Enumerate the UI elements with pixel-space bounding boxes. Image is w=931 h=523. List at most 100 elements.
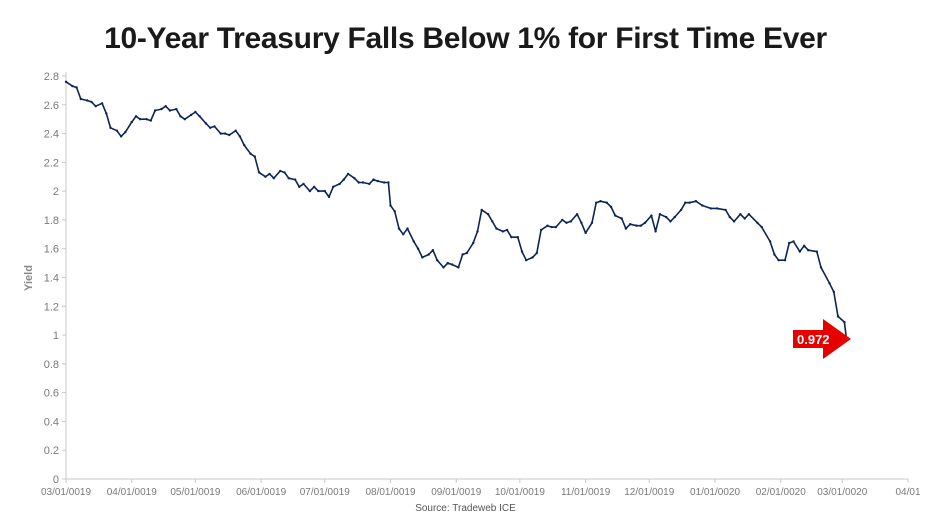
data-point xyxy=(119,135,123,138)
data-point xyxy=(783,259,787,262)
data-point xyxy=(189,113,193,117)
data-point xyxy=(393,210,396,213)
data-point xyxy=(461,253,464,256)
data-point xyxy=(115,129,119,132)
x-tick-label: 02/01/0020 xyxy=(756,487,806,498)
data-point xyxy=(495,227,498,230)
y-tick-label: 1.2 xyxy=(44,301,59,313)
data-point xyxy=(234,129,237,132)
data-point xyxy=(109,126,112,129)
y-tick-label: 1.4 xyxy=(44,273,59,285)
data-point xyxy=(635,224,638,227)
data-point xyxy=(650,214,653,217)
x-tick-label: 11/01/0019 xyxy=(561,487,611,498)
data-point xyxy=(139,118,142,121)
y-tick-label: 2.4 xyxy=(44,129,59,141)
data-point xyxy=(595,201,598,204)
data-point xyxy=(614,214,617,217)
data-point xyxy=(372,178,375,181)
data-point xyxy=(219,132,222,135)
data-point xyxy=(342,178,345,181)
data-point xyxy=(565,221,568,224)
data-point xyxy=(732,220,736,223)
data-point xyxy=(75,86,78,89)
data-point xyxy=(238,135,242,138)
data-point xyxy=(64,80,68,84)
data-point xyxy=(279,169,282,173)
data-point xyxy=(357,181,360,184)
data-point xyxy=(268,172,271,176)
data-point xyxy=(79,97,83,101)
data-point xyxy=(715,207,719,210)
data-point xyxy=(643,221,647,224)
data-point xyxy=(168,109,172,112)
x-tick-label: 07/01/0019 xyxy=(300,487,350,498)
data-point xyxy=(249,152,252,155)
data-point xyxy=(836,315,840,318)
data-point xyxy=(302,182,305,186)
data-point xyxy=(629,223,632,226)
data-point xyxy=(501,230,505,233)
data-point xyxy=(90,100,93,104)
data-point xyxy=(198,115,201,118)
data-point xyxy=(832,290,835,294)
x-tick-label: 01/01/0020 xyxy=(690,487,740,498)
data-point xyxy=(777,259,780,262)
data-point xyxy=(584,231,587,235)
y-tick-label: 0 xyxy=(53,474,59,486)
data-point xyxy=(387,181,390,184)
x-tick-label: 09/01/0019 xyxy=(431,487,481,498)
data-point xyxy=(472,241,475,245)
data-point xyxy=(620,217,623,220)
data-point xyxy=(145,118,148,121)
data-point xyxy=(525,259,528,262)
data-point xyxy=(546,224,549,227)
data-point xyxy=(520,250,524,253)
data-point xyxy=(160,107,163,111)
x-tick-label: 04/01/0019 xyxy=(107,487,157,498)
data-point xyxy=(213,125,216,128)
data-point xyxy=(684,201,687,204)
data-point xyxy=(312,185,316,188)
data-point xyxy=(209,126,212,129)
data-point xyxy=(293,178,297,181)
data-point xyxy=(134,115,138,118)
data-point xyxy=(599,200,602,203)
data-point xyxy=(516,236,519,239)
data-point xyxy=(287,177,290,180)
data-point xyxy=(149,119,152,122)
data-point xyxy=(153,109,157,112)
data-point xyxy=(86,99,89,102)
data-point xyxy=(639,224,642,227)
y-tick-label: 0.2 xyxy=(44,445,59,457)
data-point xyxy=(728,215,731,219)
x-tick-label: 08/01/0019 xyxy=(365,487,415,498)
y-tick-label: 1.8 xyxy=(44,215,59,227)
data-point xyxy=(535,251,538,255)
data-point xyxy=(94,105,97,108)
data-point xyxy=(317,189,320,193)
data-point xyxy=(332,185,335,188)
data-point xyxy=(382,181,386,184)
data-point xyxy=(554,225,558,229)
data-point xyxy=(756,221,759,224)
data-point xyxy=(605,201,608,204)
data-point xyxy=(724,208,727,212)
data-point xyxy=(298,185,301,188)
data-point xyxy=(743,217,746,220)
data-point xyxy=(819,266,823,269)
y-tick-label: 2.6 xyxy=(44,100,59,112)
data-point xyxy=(609,205,613,209)
data-point xyxy=(406,227,409,230)
data-point xyxy=(223,132,227,135)
y-axis-label: Yield xyxy=(23,265,35,291)
data-point xyxy=(100,102,104,105)
data-point xyxy=(204,122,208,125)
y-tick-label: 0.6 xyxy=(44,388,59,400)
data-point xyxy=(747,213,751,216)
data-point xyxy=(843,320,846,324)
data-point xyxy=(446,261,449,265)
data-point xyxy=(480,208,483,212)
data-point xyxy=(569,220,572,223)
